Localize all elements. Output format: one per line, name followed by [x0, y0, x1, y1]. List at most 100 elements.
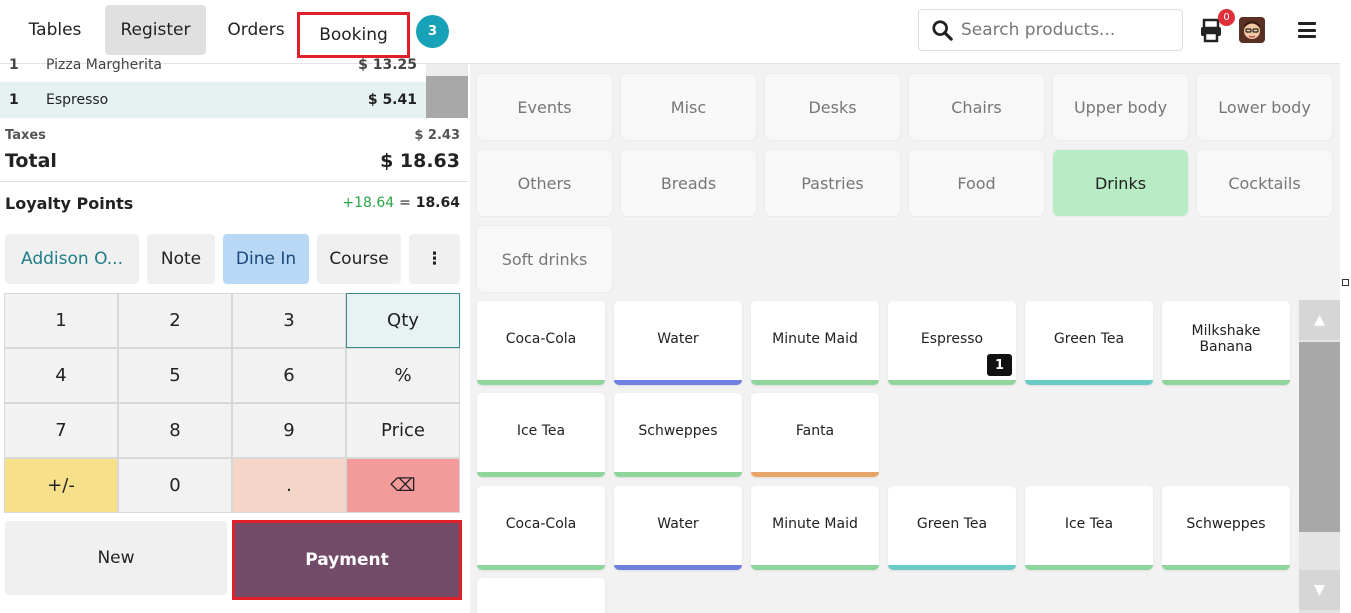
numpad-key-8[interactable]: 8 [118, 403, 232, 458]
product-card[interactable]: Coca-Cola [477, 486, 605, 570]
avatar-icon [1239, 17, 1265, 43]
category-desks[interactable]: Desks [765, 74, 900, 140]
numpad-key-plus-minus[interactable]: +/- [4, 458, 118, 513]
category-others[interactable]: Others [477, 150, 612, 216]
order-line[interactable]: 1 Pizza Margherita $ 13.25 [0, 56, 426, 74]
numpad-key-backspace[interactable]: ⌫ [346, 458, 460, 513]
product-card[interactable]: Minute Maid [751, 301, 879, 385]
printer-icon[interactable] [1199, 17, 1225, 43]
search-input[interactable] [961, 20, 1181, 40]
product-color-bar [1025, 380, 1153, 385]
divider [0, 181, 468, 182]
product-card[interactable]: Schweppes [614, 393, 742, 477]
product-card[interactable]: Fanta [751, 393, 879, 477]
loyalty-row: Loyalty Points +18.64 = 18.64 [5, 194, 460, 213]
tab-tables[interactable]: Tables [28, 20, 82, 40]
category-soft-drinks[interactable]: Soft drinks [477, 226, 612, 292]
category-chairs[interactable]: Chairs [909, 74, 1044, 140]
numpad-key-9[interactable]: 9 [232, 403, 346, 458]
tab-booking[interactable]: Booking [297, 12, 410, 58]
category-pastries[interactable]: Pastries [765, 150, 900, 216]
product-color-bar [1162, 565, 1290, 570]
category-events[interactable]: Events [477, 74, 612, 140]
product-card[interactable]: Espresso 1 [888, 301, 1016, 385]
order-line-qty: 1 [9, 57, 19, 73]
product-scrollbar-thumb[interactable] [1299, 342, 1340, 532]
total-label: Total [5, 150, 57, 172]
numpad-key-3[interactable]: 3 [232, 293, 346, 348]
product-name: Schweppes [638, 423, 718, 439]
category-drinks[interactable]: Drinks [1053, 150, 1188, 216]
new-order-button[interactable]: New [5, 521, 227, 595]
numpad-key-discount[interactable]: % [346, 348, 460, 403]
product-name: Milkshake Banana [1191, 323, 1261, 355]
product-card[interactable]: Milkshake Banana [1162, 301, 1290, 385]
user-avatar[interactable] [1239, 17, 1265, 43]
product-name: Minute Maid [772, 516, 858, 532]
product-card[interactable]: Green Tea [888, 486, 1016, 570]
product-color-bar [751, 472, 879, 477]
numpad-key-7[interactable]: 7 [4, 403, 118, 458]
numpad-key-5[interactable]: 5 [118, 348, 232, 403]
more-actions-button[interactable]: ⋮ [409, 234, 460, 284]
scroll-down-icon[interactable]: ▼ [1299, 570, 1340, 610]
course-button[interactable]: Course [317, 234, 401, 284]
loyalty-label: Loyalty Points [5, 194, 134, 213]
product-color-bar [1162, 380, 1290, 385]
search-bar[interactable] [918, 9, 1183, 51]
numpad-key-2[interactable]: 2 [118, 293, 232, 348]
dine-in-button[interactable]: Dine In [223, 234, 309, 284]
loyalty-value: +18.64 = 18.64 [342, 195, 460, 211]
product-card[interactable]: Water [614, 486, 742, 570]
taxes-row: Taxes $ 2.43 [5, 128, 460, 143]
category-upper-body[interactable]: Upper body [1053, 74, 1188, 140]
resize-handle[interactable] [1342, 279, 1349, 286]
product-color-bar [477, 380, 605, 385]
category-lower-body[interactable]: Lower body [1197, 74, 1332, 140]
menu-icon[interactable] [1298, 22, 1316, 38]
loyalty-equals: = [399, 195, 411, 211]
order-line-name: Espresso [46, 92, 109, 108]
product-card[interactable]: Minute Maid [751, 486, 879, 570]
taxes-label: Taxes [5, 128, 46, 143]
order-line-selected[interactable]: 1 Espresso $ 5.41 [0, 82, 426, 118]
product-card[interactable]: Coca-Cola [477, 301, 605, 385]
numpad-key-6[interactable]: 6 [232, 348, 346, 403]
product-card[interactable]: Ice Tea [477, 393, 605, 477]
note-button[interactable]: Note [147, 234, 215, 284]
tab-orders[interactable]: Orders [227, 20, 285, 40]
product-color-bar [888, 380, 1016, 385]
product-name: Green Tea [916, 516, 988, 532]
product-scrollbar[interactable]: ▲ ▼ [1299, 300, 1340, 613]
loyalty-total: 18.64 [415, 195, 460, 211]
category-misc[interactable]: Misc [621, 74, 756, 140]
product-card[interactable]: Water [614, 301, 742, 385]
product-card[interactable]: Ice Tea [1025, 486, 1153, 570]
product-name: Espresso [920, 331, 984, 347]
product-color-bar [614, 472, 742, 477]
category-cocktails[interactable]: Cocktails [1197, 150, 1332, 216]
category-food[interactable]: Food [909, 150, 1044, 216]
scroll-up-icon[interactable]: ▲ [1299, 300, 1340, 340]
order-scrollbar-thumb[interactable] [426, 76, 468, 118]
product-color-bar [751, 380, 879, 385]
customer-button[interactable]: Addison O... [5, 234, 139, 284]
search-icon [932, 20, 953, 41]
numpad-key-1[interactable]: 1 [4, 293, 118, 348]
numpad: 1 2 3 Qty 4 5 6 % 7 8 9 Price +/- 0 . ⌫ [4, 293, 460, 513]
product-color-bar [888, 565, 1016, 570]
product-card-partial[interactable] [477, 578, 605, 613]
tab-register[interactable]: Register [105, 5, 206, 55]
printer-notification-badge: 0 [1218, 9, 1235, 26]
numpad-key-qty[interactable]: Qty [346, 293, 460, 348]
product-card[interactable]: Green Tea [1025, 301, 1153, 385]
product-card[interactable]: Schweppes [1162, 486, 1290, 570]
numpad-key-decimal[interactable]: . [232, 458, 346, 513]
payment-button[interactable]: Payment [232, 520, 462, 600]
numpad-key-4[interactable]: 4 [4, 348, 118, 403]
numpad-key-price[interactable]: Price [346, 403, 460, 458]
category-breads[interactable]: Breads [621, 150, 756, 216]
product-name: Coca-Cola [505, 516, 577, 532]
numpad-key-0[interactable]: 0 [118, 458, 232, 513]
